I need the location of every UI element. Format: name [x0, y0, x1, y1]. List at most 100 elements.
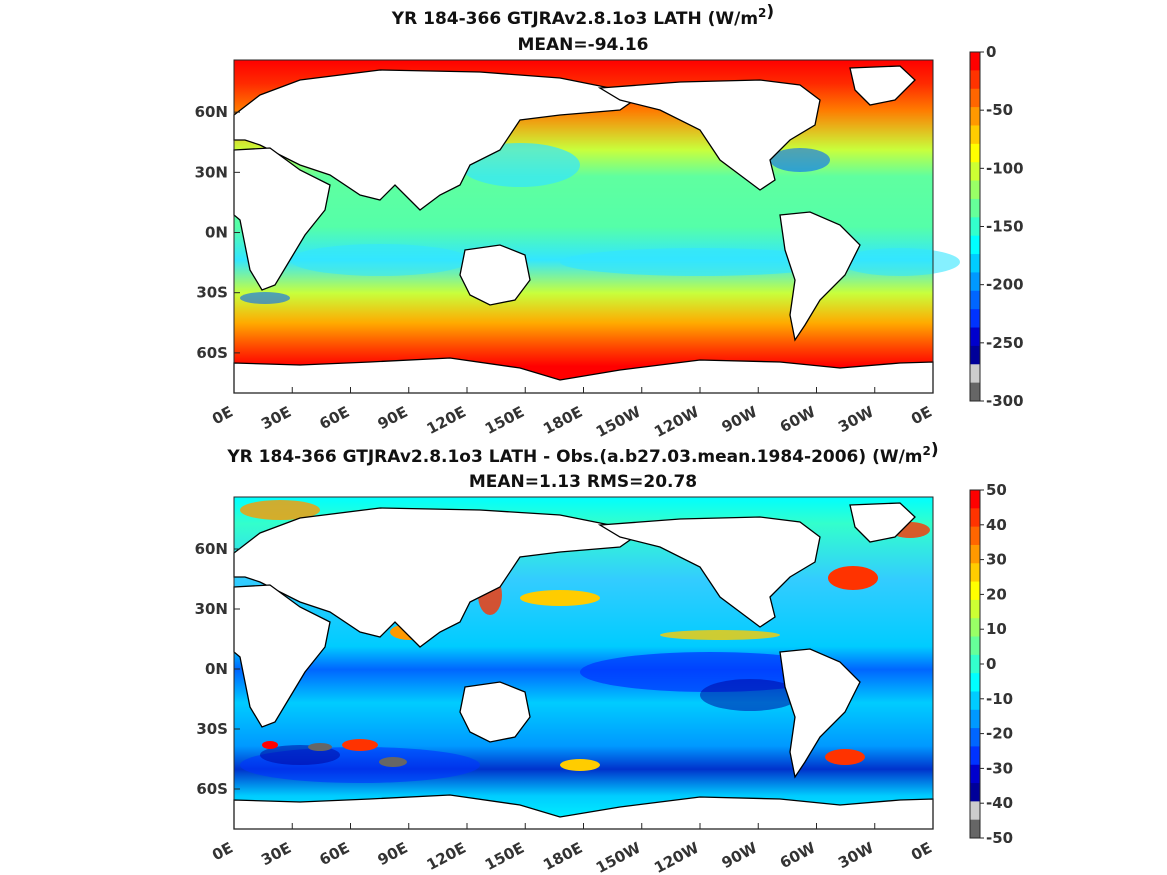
colorbar-segment	[970, 309, 980, 329]
panel-2: YR 184-366 GTJRAv2.8.1o3 LATH - Obs.(a.b…	[195, 440, 1014, 875]
colorbar-segment	[970, 563, 980, 583]
colorbar-segment	[970, 544, 980, 564]
y-tick-label: 60S	[196, 780, 228, 798]
colorbar-segment	[970, 636, 980, 656]
colorbar-segment	[970, 801, 980, 821]
colorbar-segment	[970, 162, 980, 182]
colorbar-segment	[970, 254, 980, 273]
colorbar-segment	[970, 198, 980, 218]
colorbar-segment	[970, 107, 980, 126]
x-tick-label: 30E	[258, 839, 294, 870]
colorbar-segment	[970, 345, 980, 365]
colorbar-segment	[970, 235, 980, 255]
colorbar-tick-label: -50	[986, 829, 1013, 847]
colorbar-tick-label: -20	[986, 725, 1013, 743]
colorbar-tick-label: -30	[986, 759, 1013, 777]
panel-2-colorbar: 50 40 30 20 10 0 -10 -20 -30 -40 -50	[969, 481, 1013, 847]
x-tick-label: 30W	[835, 838, 877, 872]
y-tick-label: 30S	[196, 284, 228, 302]
x-tick-label: 30W	[835, 402, 877, 436]
colorbar-segment	[970, 599, 980, 619]
colorbar-tick-label: -300	[986, 392, 1024, 410]
colorbar-segment	[970, 88, 980, 108]
colorbar-segment	[970, 746, 980, 766]
y-tick-label: 0N	[205, 660, 228, 678]
colorbar-segment	[970, 819, 980, 839]
colorbar-tick-label: 30	[986, 551, 1007, 569]
y-tick-label: 60N	[195, 540, 228, 558]
colorbar-segment	[970, 508, 980, 528]
panel-2-subtitle: MEAN=1.13 RMS=20.78	[469, 472, 697, 492]
x-tick-label: 180E	[540, 403, 585, 438]
colorbar-segment	[970, 364, 980, 384]
colorbar-segment	[970, 709, 980, 729]
colorbar-segment	[970, 526, 980, 546]
y-tick-label: 30N	[195, 163, 228, 181]
x-tick-label: 180E	[540, 839, 585, 874]
colorbar-segment	[970, 764, 980, 784]
x-tick-label: 0E	[908, 839, 935, 865]
x-tick-label: 0E	[209, 403, 236, 429]
land-masses-2	[233, 502, 934, 830]
panel-1-x-axis: 0E 30E 60E 90E 120E 150E 180E 150W 120W 90W 60W 30W…	[209, 387, 935, 441]
panel-2-title: YR 184-366 GTJRAv2.8.1o3 LATH - Obs.(a.b…	[226, 440, 938, 467]
panel-1-map	[233, 59, 960, 394]
colorbar-segment	[970, 490, 980, 509]
panel-1-colorbar: 0 -50 -100 -150 -200 -250 -300	[969, 43, 1024, 410]
colorbar-tick-label: -50	[986, 101, 1013, 119]
land-masses	[233, 65, 934, 394]
panel-1: YR 184-366 GTJRAv2.8.1o3 LATH (W/m2) MEA…	[195, 2, 1024, 441]
colorbar-segment	[970, 581, 980, 601]
colorbar-segment	[970, 327, 980, 347]
colorbar-tick-label: 0	[986, 43, 996, 61]
x-tick-label: 60E	[316, 839, 352, 870]
x-tick-label: 150E	[482, 839, 527, 874]
colorbar-segment	[970, 70, 980, 90]
x-tick-label: 60E	[316, 403, 352, 434]
x-tick-label: 150E	[482, 403, 527, 438]
colorbar-segment	[970, 125, 980, 145]
x-tick-label: 0E	[908, 403, 935, 429]
y-tick-label: 30S	[196, 720, 228, 738]
colorbar-tick-label: -10	[986, 690, 1013, 708]
panel-2-x-axis: 0E 30E 60E 90E 120E 150E 180E 150W 120W 90W 60W 30W…	[209, 823, 935, 875]
colorbar-tick-label: 40	[986, 516, 1007, 534]
colorbar-tick-label: 20	[986, 585, 1007, 603]
colorbar-segment	[970, 783, 980, 802]
panel-1-title: YR 184-366 GTJRAv2.8.1o3 LATH (W/m2)	[391, 2, 774, 29]
x-tick-label: 90W	[719, 402, 761, 436]
colorbar-segment	[970, 272, 980, 292]
colorbar-tick-label: -40	[986, 794, 1013, 812]
colorbar-segment	[970, 382, 980, 402]
colorbar-segment	[970, 217, 980, 237]
x-tick-label: 30E	[258, 403, 294, 434]
colorbar-segment	[970, 691, 980, 711]
x-tick-label: 120E	[424, 839, 469, 874]
panel-1-y-axis: 60N 30N 0N 30S 60S	[195, 103, 240, 362]
panel-2-map	[233, 496, 934, 830]
colorbar-segment	[970, 618, 980, 638]
colorbar-tick-label: 0	[986, 655, 996, 673]
x-tick-label: 60W	[777, 838, 819, 872]
colorbar-segment	[970, 180, 980, 200]
panel-2-y-axis: 60N 30N 0N 30S 60S	[195, 540, 240, 798]
x-tick-label: 90E	[375, 839, 411, 870]
y-tick-label: 60N	[195, 103, 228, 121]
colorbar-tick-label: -250	[986, 334, 1024, 352]
colorbar-segment	[970, 52, 980, 71]
y-tick-label: 0N	[205, 224, 228, 242]
colorbar-tick-label: -150	[986, 218, 1024, 236]
x-tick-label: 60W	[777, 402, 819, 436]
x-tick-label: 90W	[719, 838, 761, 872]
x-tick-label: 90E	[375, 403, 411, 434]
colorbar-segment	[970, 728, 980, 747]
x-tick-label: 150W	[593, 838, 644, 875]
x-tick-label: 120W	[651, 402, 702, 441]
colorbar-tick-label: 50	[986, 481, 1007, 499]
colorbar-segment	[970, 143, 980, 163]
colorbar-segment	[970, 673, 980, 692]
y-tick-label: 30N	[195, 600, 228, 618]
x-tick-label: 150W	[593, 402, 644, 441]
x-tick-label: 120W	[651, 838, 702, 875]
